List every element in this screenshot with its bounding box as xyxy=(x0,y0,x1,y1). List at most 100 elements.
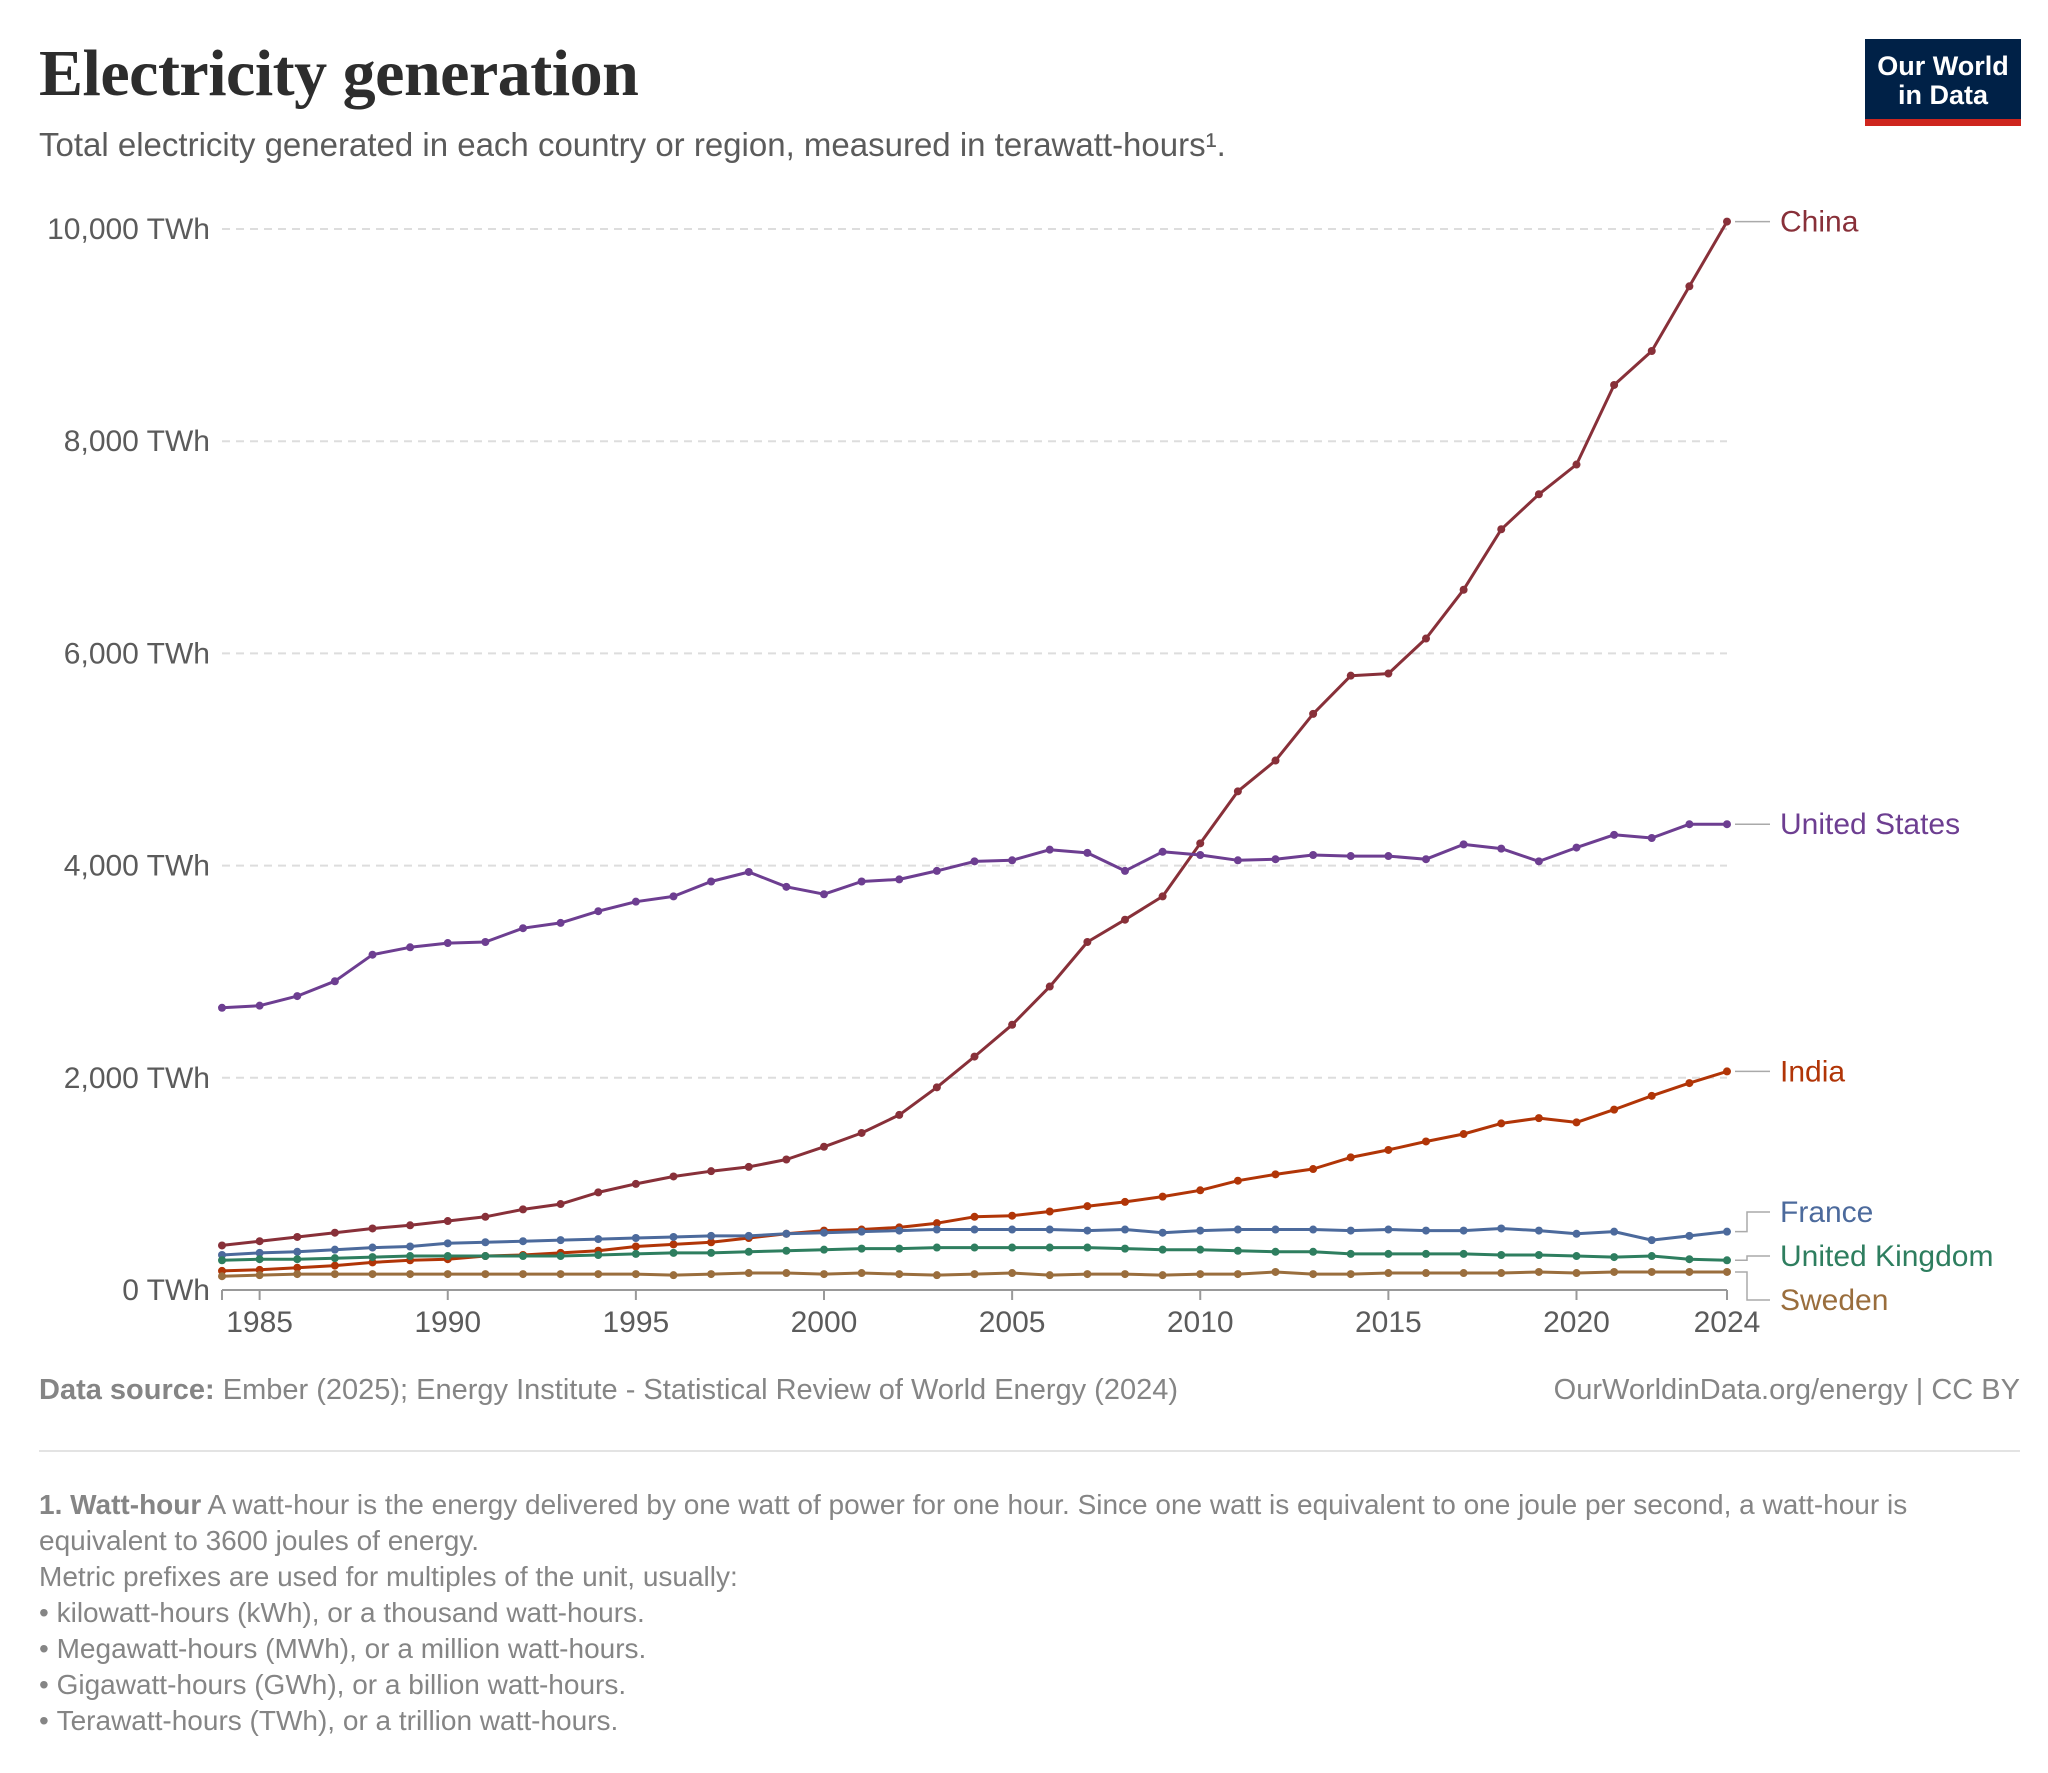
data-point xyxy=(406,1242,415,1251)
data-point xyxy=(1196,1270,1205,1279)
data-point xyxy=(368,950,377,959)
data-point xyxy=(970,1270,979,1279)
data-point xyxy=(1572,843,1581,852)
data-source-label: Data source: xyxy=(39,1374,215,1406)
data-point xyxy=(1572,1229,1581,1238)
data-point xyxy=(1196,1186,1205,1195)
data-point xyxy=(1271,1247,1280,1256)
data-point xyxy=(443,1252,452,1261)
data-point xyxy=(406,1252,415,1261)
data-point xyxy=(1384,669,1393,678)
label-leader-line xyxy=(1735,1255,1770,1262)
data-point xyxy=(1045,1207,1054,1216)
data-point xyxy=(1233,1225,1242,1234)
data-point xyxy=(1534,1267,1543,1276)
data-point xyxy=(1121,1197,1129,1206)
data-point xyxy=(1572,1252,1581,1261)
x-tick-label: 2024 xyxy=(1694,1306,1761,1339)
data-point xyxy=(1008,1225,1017,1234)
data-point xyxy=(519,1252,527,1261)
data-point xyxy=(1233,856,1242,865)
data-point xyxy=(481,1252,490,1261)
data-point xyxy=(820,1270,828,1279)
data-point xyxy=(1610,380,1619,389)
chart-title: Electricity generation xyxy=(39,37,639,110)
data-point xyxy=(1422,634,1430,643)
footer-divider xyxy=(39,1450,2020,1452)
data-point xyxy=(1534,1114,1543,1123)
data-point xyxy=(1647,347,1656,356)
prefix-item: Gigawatt-hours (GWh), or a billion watt-… xyxy=(39,1667,1979,1703)
series-label: United States xyxy=(1780,808,1960,841)
data-point xyxy=(1121,866,1129,875)
data-point xyxy=(1685,820,1694,829)
data-point xyxy=(1459,585,1468,594)
y-tick-label: 6,000 TWh xyxy=(64,637,210,670)
series-label: India xyxy=(1780,1055,1845,1088)
data-point xyxy=(1610,1227,1619,1236)
data-point xyxy=(1572,1118,1581,1127)
data-point xyxy=(406,943,415,952)
data-point xyxy=(1045,1271,1054,1280)
footnote: 1. Watt-hour A watt-hour is the energy d… xyxy=(39,1487,1979,1739)
data-point xyxy=(1309,850,1318,859)
data-point xyxy=(556,1252,565,1261)
data-point xyxy=(1233,1270,1242,1279)
data-point xyxy=(594,1270,603,1279)
data-point xyxy=(744,1247,753,1256)
data-point xyxy=(1121,1225,1129,1234)
data-point xyxy=(1196,1245,1205,1254)
footnote-definition-text: A watt-hour is the energy delivered by o… xyxy=(39,1489,1908,1556)
y-tick-label: 8,000 TWh xyxy=(64,425,210,458)
data-point xyxy=(330,977,339,986)
x-tick-label: 1995 xyxy=(603,1306,670,1339)
x-tick-label: 2010 xyxy=(1167,1306,1234,1339)
data-point xyxy=(932,1243,941,1252)
data-point xyxy=(1346,852,1355,861)
data-point xyxy=(368,1253,377,1262)
chart-subtitle: Total electricity generated in each coun… xyxy=(39,126,1226,163)
data-point xyxy=(1346,1270,1355,1279)
data-point xyxy=(895,1270,904,1279)
data-point xyxy=(368,1243,377,1252)
data-point xyxy=(631,1242,640,1251)
data-point xyxy=(1008,1243,1017,1252)
label-leader-line xyxy=(1735,1211,1770,1233)
credit-link[interactable]: OurWorldinData.org/energy | CC BY xyxy=(1553,1374,2020,1406)
data-point xyxy=(594,907,603,916)
data-point xyxy=(1497,1250,1506,1259)
data-point xyxy=(1459,1226,1468,1235)
data-point xyxy=(481,1212,490,1221)
data-source-text: Ember (2025); Energy Institute - Statist… xyxy=(214,1374,1178,1406)
data-point xyxy=(556,918,565,927)
data-point xyxy=(1723,1256,1731,1265)
prefix-item: Megawatt-hours (MWh), or a million watt-… xyxy=(39,1631,1979,1667)
data-point xyxy=(669,1248,678,1257)
data-point xyxy=(970,1243,979,1252)
data-point xyxy=(707,1238,716,1247)
data-point xyxy=(1008,856,1017,865)
data-point xyxy=(669,1271,678,1280)
series-lines xyxy=(218,217,1731,1281)
data-point xyxy=(1497,1269,1506,1278)
data-point xyxy=(932,1083,941,1092)
data-point xyxy=(1723,820,1731,829)
owid-logo[interactable]: Our World in Data xyxy=(1865,39,2021,126)
data-point xyxy=(481,1238,490,1247)
data-point xyxy=(1008,1269,1017,1278)
data-point xyxy=(1309,1165,1318,1174)
data-point xyxy=(1233,787,1242,796)
data-point xyxy=(820,1245,828,1254)
data-point xyxy=(857,1128,866,1137)
data-point xyxy=(669,1232,678,1241)
data-point xyxy=(1309,1225,1318,1234)
y-tick-label: 4,000 TWh xyxy=(64,850,210,883)
data-point xyxy=(218,1241,226,1250)
data-point xyxy=(1534,1226,1543,1235)
data-point xyxy=(1121,1270,1129,1279)
data-point xyxy=(443,1217,452,1226)
data-point xyxy=(1647,1267,1656,1276)
data-point xyxy=(1422,855,1430,864)
data-point xyxy=(1233,1176,1242,1185)
data-point xyxy=(932,866,941,875)
